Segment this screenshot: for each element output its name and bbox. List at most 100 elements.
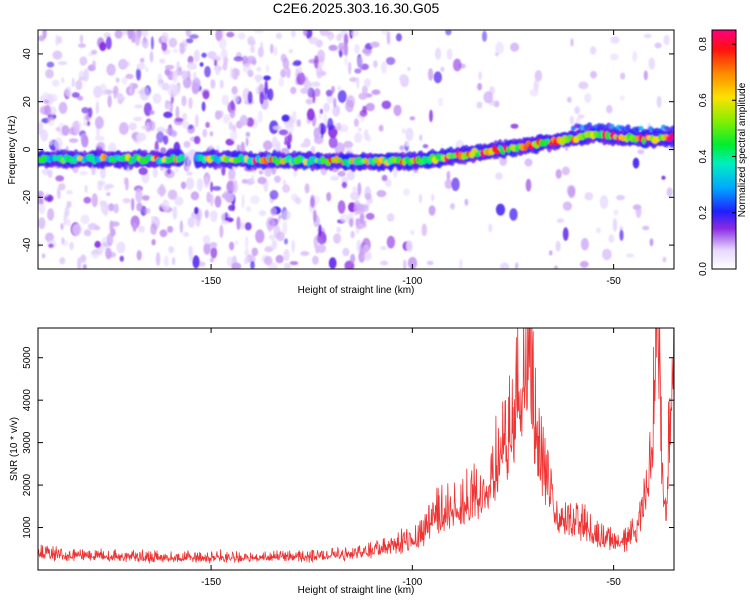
heatmap-cell (311, 81, 321, 87)
heatmap-cell (278, 129, 289, 136)
heatmap-ridge (38, 122, 674, 172)
heatmap-cell (524, 158, 533, 167)
heatmap-cell (229, 241, 235, 251)
heatmap-cell (264, 245, 274, 253)
heatmap-cell (245, 137, 249, 147)
heatmap-cell (39, 198, 44, 205)
heatmap-cell (151, 215, 155, 221)
heatmap-cell (548, 250, 553, 256)
heatmap-cell (141, 125, 150, 130)
heatmap-cell (244, 256, 249, 265)
heatmap-cell (168, 246, 175, 254)
heatmap-cell (386, 213, 395, 222)
heatmap-cell (257, 176, 267, 185)
heatmap-cell (54, 137, 63, 150)
heatmap-cell (429, 109, 433, 123)
heatmap-cell (138, 225, 145, 233)
heatmap-cell (402, 188, 411, 196)
heatmap-cell (499, 156, 508, 167)
snr-x-axis: -150 -100 -50 (201, 328, 621, 588)
heatmap-cell (233, 56, 244, 62)
heatmap-cell (171, 257, 176, 266)
heatmap-cell (308, 36, 318, 45)
heatmap-cell (336, 33, 343, 42)
heatmap-cell (656, 95, 662, 108)
heatmap-cell (81, 134, 89, 148)
heatmap-cell (228, 121, 234, 131)
heatmap-cell (426, 260, 434, 266)
heatmap-cell (106, 63, 116, 76)
heatmap-cell (284, 238, 288, 245)
heatmap-cell (452, 58, 462, 72)
heatmap-cell (174, 117, 184, 123)
heatmap-cell (210, 246, 218, 259)
heatmap-cell (419, 134, 423, 141)
heatmap-cell (41, 253, 46, 259)
heatmap-cell (548, 140, 553, 146)
heatmap-cell (272, 125, 282, 130)
heatmap-cell (258, 170, 264, 175)
heatmap-cell (405, 141, 410, 147)
spectrogram-x-tick-label: -50 (606, 276, 621, 287)
heatmap-cell (316, 65, 323, 79)
heatmap-cell (183, 231, 190, 238)
heatmap-cell (202, 234, 211, 245)
heatmap-cell (259, 91, 264, 105)
heatmap-cell (315, 245, 320, 254)
heatmap-cell (97, 141, 106, 150)
heatmap-cell (569, 115, 575, 125)
heatmap-cell (61, 125, 70, 136)
heatmap-cell (313, 55, 319, 69)
colorbar-axis: 0.0 0.2 0.4 0.6 0.8 (698, 37, 736, 276)
heatmap-cell (231, 67, 239, 80)
spectrogram-y-tick-label: -40 (22, 237, 33, 252)
heatmap-cell (589, 46, 597, 55)
heatmap-cell (300, 143, 307, 148)
heatmap-cell (392, 167, 398, 178)
colorbar-frame (711, 29, 737, 270)
heatmap-cell (55, 127, 61, 132)
heatmap-cell (226, 180, 235, 194)
heatmap-cell (303, 30, 308, 36)
heatmap-cell (60, 223, 64, 231)
heatmap-cell (328, 34, 333, 42)
heatmap-cell (199, 62, 204, 67)
heatmap-cell (59, 257, 66, 265)
heatmap-cell (75, 79, 83, 91)
heatmap-cell (247, 69, 254, 78)
heatmap-cell (444, 179, 453, 190)
heatmap-cell (610, 36, 620, 44)
heatmap-cell (356, 76, 360, 90)
heatmap-cell (337, 90, 347, 103)
heatmap-cell (345, 99, 354, 113)
heatmap-cell (245, 131, 251, 137)
heatmap-cell (152, 168, 158, 178)
heatmap-cell (353, 118, 359, 127)
heatmap-cell (657, 128, 663, 134)
figure-title: C2E6.2025.303.16.30.G05 (273, 0, 440, 16)
snr-frame (37, 327, 675, 571)
heatmap-cell (241, 178, 248, 184)
heatmap-cell (332, 104, 340, 117)
heatmap-cell (240, 221, 245, 230)
heatmap-cell (378, 124, 384, 132)
heatmap-cell (250, 195, 260, 205)
heatmap-cell (445, 30, 452, 36)
heatmap-cell (91, 49, 98, 55)
heatmap-cell (495, 172, 503, 180)
heatmap-cell (534, 70, 543, 82)
heatmap-cell (228, 174, 236, 182)
heatmap-cell (283, 140, 291, 146)
heatmap-cell (328, 44, 338, 52)
heatmap-cell (350, 30, 359, 38)
heatmap-cell (250, 260, 255, 269)
heatmap-cell (370, 41, 380, 48)
heatmap-cell (77, 257, 82, 269)
heatmap-cell (39, 105, 50, 115)
heatmap-cell (359, 213, 365, 225)
heatmap-cell (256, 66, 262, 72)
heatmap-cell (609, 53, 619, 61)
heatmap-cell (83, 68, 89, 82)
heatmap-cell (167, 225, 174, 233)
heatmap-cell (196, 178, 204, 192)
